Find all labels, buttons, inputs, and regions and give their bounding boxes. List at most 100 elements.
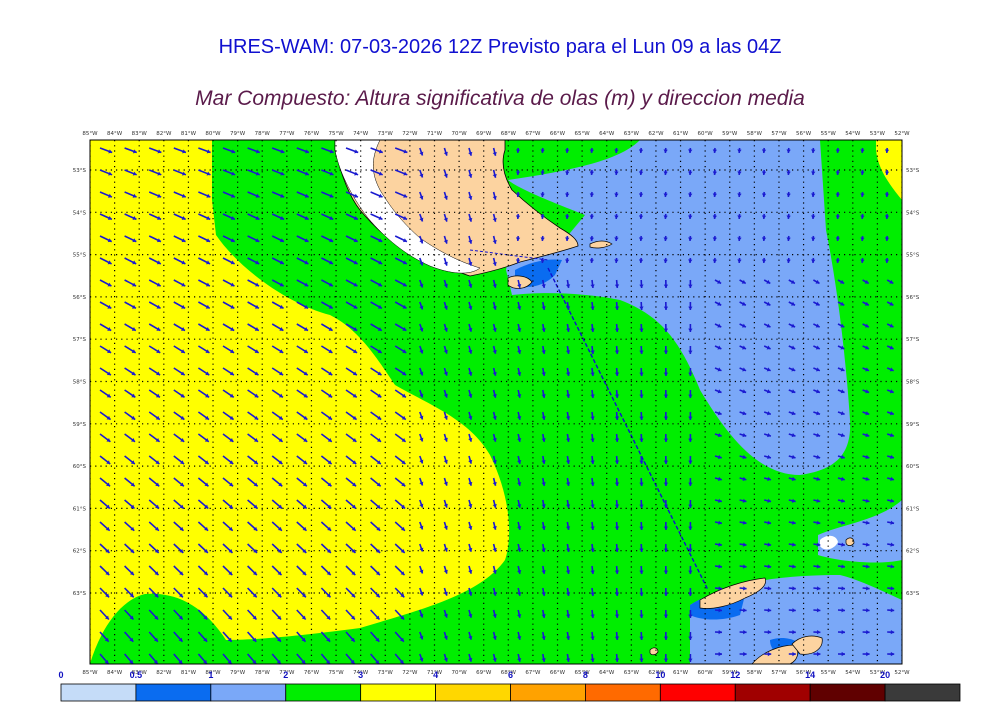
wave-arrow-head [155,415,160,420]
wave-arrow-head [884,193,890,197]
wave-arrow-head [180,371,185,376]
land-island-staten [589,240,613,249]
wave-arrow-head [253,526,258,531]
wave-arrow-head [403,149,408,154]
wave-arrow-head [468,525,473,530]
wave-arrow-head [278,438,283,442]
wave-arrow-head [688,570,693,574]
wave-arrow-head [492,217,497,222]
wave-arrow-head [180,460,185,465]
wave-arrow-head [329,149,334,154]
longitude-label-bottom: 52°W [894,670,910,676]
wave-arrow-head [419,569,424,574]
wave-arrow-head [565,614,571,618]
colorbar-swatch [809,683,886,702]
wave-arrow-head [816,476,821,481]
latitude-label-right: 58°S [906,380,920,386]
wave-arrow-head [766,389,771,394]
wave-arrow-head [590,614,595,618]
wave-arrow-head [590,548,595,552]
wave-arrow-head [377,304,382,309]
wave-arrow-head [279,260,284,265]
graticule [90,140,902,664]
wave-arrow-head [638,237,644,241]
wave-arrow-head [492,569,497,574]
wave-arrow-head [419,349,424,354]
wave-arrow-head [401,482,406,487]
longitude-label-bottom: 78°W [255,670,271,676]
wave-arrow-head [132,193,137,198]
wave-arrow-head [840,389,845,394]
wave-arrow-head [565,328,571,332]
wave-arrow-head [228,549,233,553]
wave-arrow-head [180,438,185,442]
longitude-label-top: 67°W [525,131,541,137]
wave-arrow-head [204,504,209,509]
wave-arrow-head [835,171,840,175]
wave-arrow-head [468,371,473,376]
land-elephant-island [791,635,823,655]
wave-arrow-head [278,460,283,465]
land-south-shetland [699,577,766,609]
wave-arrow-head [517,636,522,640]
longitude-label-top: 79°W [230,131,246,137]
wave-arrow-head [443,437,448,442]
wave-arrow-head [865,498,870,503]
wave-arrow-head [352,460,357,465]
longitude-label-top: 62°W [648,131,664,137]
wave-arrow-head [352,393,357,398]
wave-arrow-head [132,149,137,154]
wave-arrow-head [663,149,668,153]
wave-arrow-head [277,637,281,642]
wave-arrow-head [492,657,497,662]
wave-arrow-head [884,171,890,175]
wave-arrow-head [717,476,722,481]
wave-arrow-head [663,526,669,530]
wave-arrow-head [468,239,473,244]
wave-arrow-head [860,193,865,197]
wave-arrow-head [688,306,693,310]
longitude-label-top: 85°W [82,131,98,137]
wave-arrow-head [204,438,209,442]
wave-arrow-head [129,615,134,620]
wave-arrow-head [419,305,424,310]
latitude-label-left: 60°S [73,464,87,470]
wave-arrow-head [492,393,497,398]
wave-arrow-head [419,195,424,200]
wave-arrow-head [614,570,620,574]
wave-arrow-head [468,261,473,266]
wave-arrow-head [327,482,332,487]
wave-arrow-head [841,651,845,657]
wave-arrow-head [402,282,407,287]
wave-arrow-head [565,504,571,508]
wave-arrow-head [328,304,333,309]
wave-arrow-head [181,171,186,176]
wave-arrow-head [517,592,522,596]
colorbar-swatch [659,683,736,702]
wave-arrow-head [792,651,796,657]
wave-arrow-head [468,481,473,486]
wave-arrow-head [786,237,791,241]
wave-arrow-head [399,659,404,664]
wave-arrow-head [253,460,258,465]
wave-arrow-head [816,454,821,460]
wave-arrow-head [565,284,571,288]
wave-arrow-head [255,193,260,198]
wave-arrow-head [688,284,693,288]
wave-arrow-head [105,615,109,620]
wave-arrow-head [132,171,137,176]
wave-arrow-head [419,371,424,376]
wave-arrow-head [541,614,546,618]
wave-arrow-head [303,327,308,331]
wave-arrow-head [541,570,546,574]
wave-arrow-head [468,327,473,332]
latitude-label-right: 55°S [906,253,920,259]
wave-arrow-head [639,394,644,398]
wave-arrow-head [326,637,331,642]
wave-arrow-head [717,279,722,284]
wave-arrow-head [590,592,595,596]
wave-arrow-head [840,279,845,284]
wave-arrow-head [590,438,595,442]
wave-arrow-head [492,305,497,310]
wave-arrow-head [402,304,407,309]
